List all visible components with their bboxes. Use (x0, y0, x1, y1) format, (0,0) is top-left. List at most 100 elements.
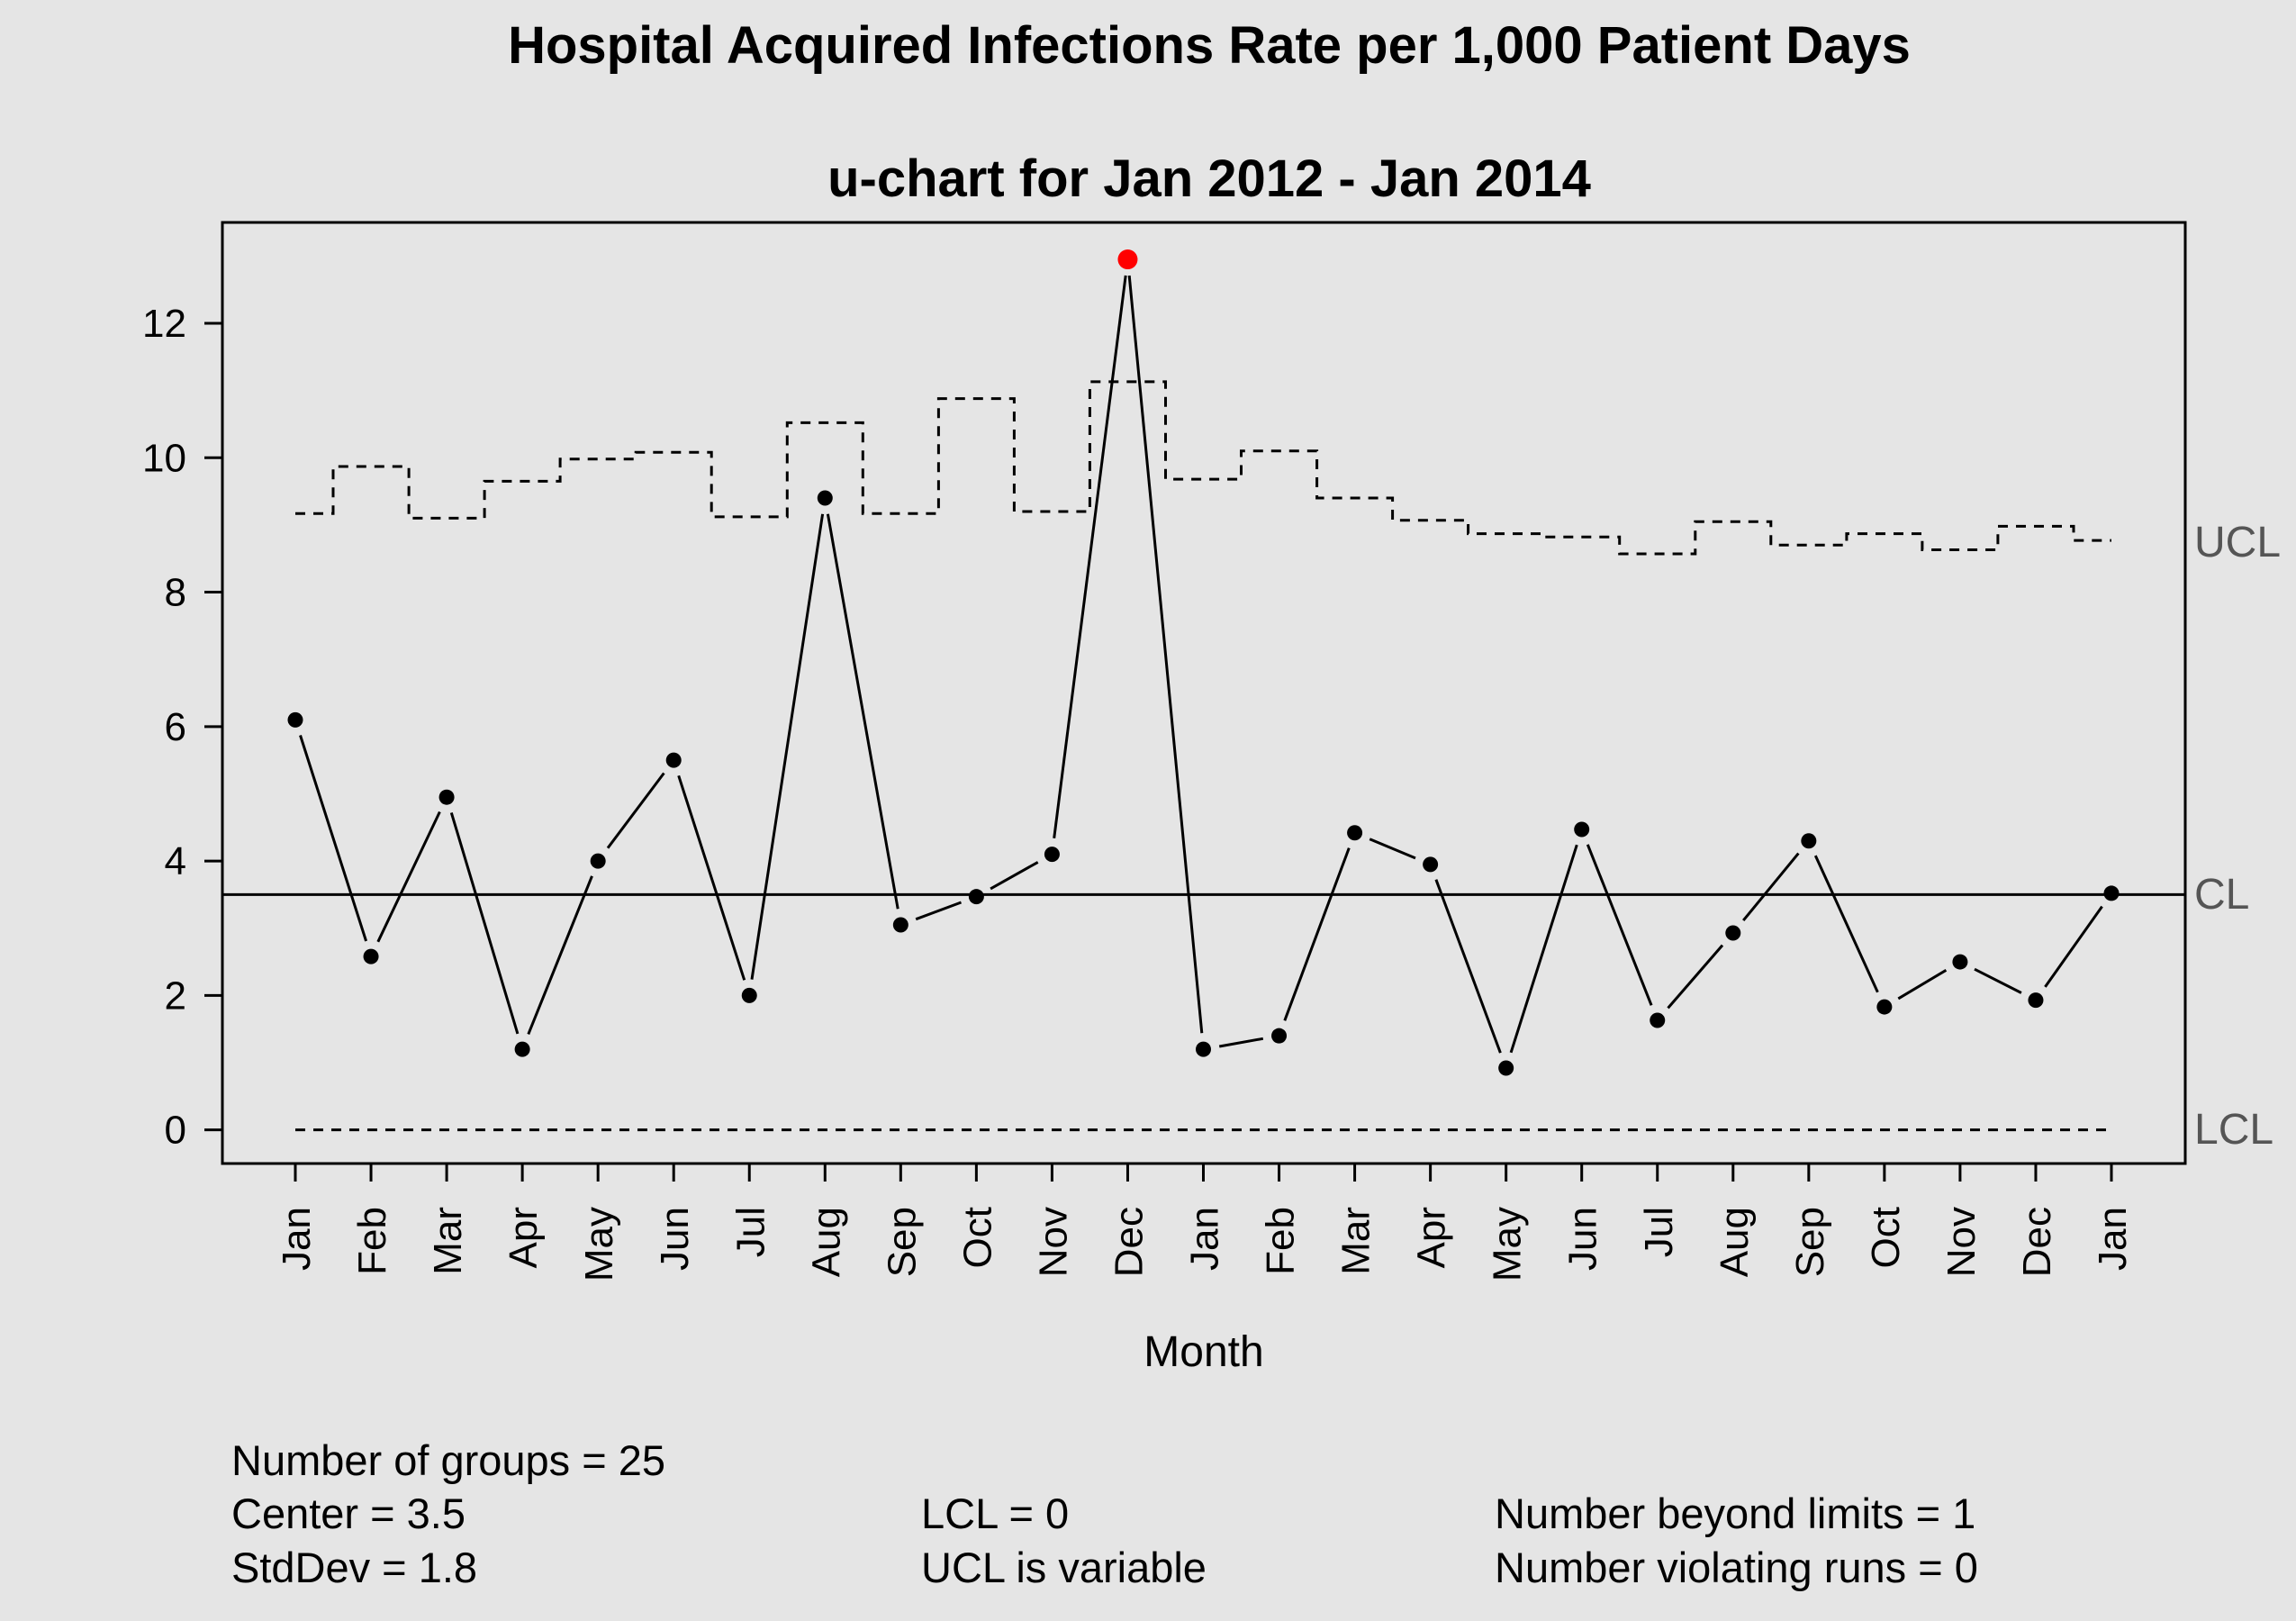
data-point (1044, 847, 1060, 863)
y-axis: 0 2 4 6 8 10 12 (142, 302, 222, 1153)
series-segment (990, 861, 1039, 891)
series-segment (1974, 967, 2022, 994)
ucl-step-line (295, 380, 2111, 556)
data-series (287, 249, 2120, 1076)
series-segment (449, 811, 520, 1035)
x-tick-label: Jun (653, 1207, 697, 1271)
data-point (1498, 1060, 1514, 1076)
x-axis: Jan Feb Mar Apr May Jun Jul Aug Sep Oct Nov Dec Jan F… (275, 1164, 2135, 1281)
series-segment (376, 810, 441, 943)
chart-title: Hospital Acquired Infections Rate per 1,… (508, 16, 1911, 75)
lcl-label: LCL (2194, 1106, 2273, 1154)
data-point (287, 711, 303, 728)
series-segment (1127, 275, 1204, 1034)
series-segment (1369, 838, 1416, 860)
stat-ucl: UCL is variable (921, 1544, 1207, 1591)
x-tick-label: May (1486, 1207, 1530, 1281)
series-segment (1742, 852, 1800, 922)
stat-stddev: StdDev = 1.8 (231, 1544, 477, 1591)
series-segment (1586, 844, 1653, 1006)
x-tick-label: Dec (1107, 1207, 1151, 1277)
series-segment (915, 901, 963, 921)
series-segment (1434, 879, 1502, 1054)
ucl-label: UCL (2194, 519, 2281, 566)
x-tick-label: Jul (728, 1207, 773, 1257)
x-tick-label: Oct (1864, 1207, 1908, 1268)
data-point (1271, 1028, 1288, 1044)
data-point (741, 987, 757, 1003)
series-segment (2044, 905, 2103, 988)
x-tick-label: Mar (1334, 1207, 1379, 1275)
data-point (1952, 954, 1968, 970)
y-tick-label: 0 (165, 1109, 186, 1153)
data-point (590, 853, 606, 869)
data-point (817, 490, 833, 506)
stat-violating-runs: Number violating runs = 0 (1495, 1544, 1978, 1591)
data-point (1876, 999, 1893, 1015)
data-point (1725, 925, 1741, 941)
x-tick-label: Sep (1788, 1207, 1832, 1277)
data-point (363, 948, 379, 964)
data-point (514, 1041, 530, 1057)
data-point (968, 889, 984, 905)
x-tick-label: Nov (1939, 1207, 1984, 1277)
x-tick-label: Mar (426, 1207, 470, 1275)
y-tick-label: 10 (142, 436, 186, 480)
data-point (892, 917, 908, 933)
x-tick-label: Jan (275, 1207, 319, 1271)
data-point (2103, 885, 2120, 901)
x-tick-label: Apr (502, 1207, 546, 1268)
x-tick-label: Oct (955, 1207, 999, 1268)
x-tick-label: Jul (1637, 1207, 1681, 1257)
x-tick-label: Aug (1713, 1207, 1757, 1277)
x-tick-label: Feb (350, 1207, 394, 1275)
series-segment (1667, 944, 1724, 1010)
series-segment (1053, 275, 1127, 838)
chart-subtitle: u-chart for Jan 2012 - Jan 2014 (827, 149, 1591, 208)
x-tick-label: May (577, 1207, 621, 1281)
series-segment (606, 772, 665, 849)
y-tick-label: 2 (165, 974, 186, 1018)
y-tick-label: 4 (165, 839, 186, 883)
x-tick-label: Nov (1031, 1207, 1075, 1277)
stat-groups: Number of groups = 25 (231, 1436, 665, 1484)
x-tick-label: Jan (1183, 1207, 1227, 1271)
series-segment (1897, 969, 1948, 1001)
stat-beyond-limits: Number beyond limits = 1 (1495, 1490, 1975, 1537)
series-segment (299, 735, 368, 942)
cl-label: CL (2194, 871, 2249, 919)
series-segment (1218, 1037, 1264, 1048)
series-segment (1813, 855, 1879, 993)
x-tick-label: Aug (804, 1207, 848, 1277)
data-point (1196, 1041, 1211, 1057)
x-tick-label: Jan (2091, 1207, 2135, 1271)
series-segment (527, 875, 593, 1035)
series-segment (826, 513, 899, 910)
data-point (2028, 992, 2044, 1009)
x-tick-label: Dec (2015, 1207, 2059, 1277)
control-limits (222, 380, 2185, 1132)
x-axis-title: Month (1143, 1328, 1263, 1376)
data-point (1347, 825, 1363, 841)
data-point (665, 752, 682, 768)
x-tick-label: Apr (1410, 1207, 1454, 1268)
stat-lcl: LCL = 0 (921, 1490, 1069, 1537)
stat-center: Center = 3.5 (231, 1490, 466, 1537)
plot-frame (221, 221, 2187, 1165)
y-tick-label: 6 (165, 705, 186, 749)
y-tick-label: 8 (165, 571, 186, 615)
series-segment (750, 513, 825, 980)
data-point-beyond-limit (1117, 249, 1138, 270)
series-segment (1283, 847, 1351, 1021)
x-tick-label: Jun (1561, 1207, 1605, 1271)
x-tick-label: Feb (1259, 1207, 1303, 1275)
data-point (1801, 833, 1817, 849)
y-tick-label: 12 (142, 302, 186, 346)
data-point (1574, 821, 1590, 838)
series-segment (677, 774, 746, 981)
data-point (1423, 856, 1439, 873)
data-point (438, 789, 455, 805)
series-segment (1509, 844, 1578, 1054)
x-tick-label: Sep (880, 1207, 924, 1277)
